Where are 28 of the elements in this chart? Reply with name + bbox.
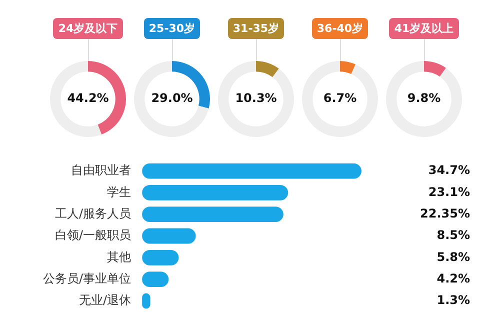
y-tick-label: 工人/服务人员 [54,206,132,220]
y-tick-label: 白领/一般职员 [54,228,132,242]
y-tick-label: 学生 [107,184,132,199]
y-tick-label: 公务员/事业单位 [42,271,132,286]
data-label: 6.7% [323,91,357,106]
y-tick-label: 其他 [107,250,132,264]
chart-title: 25-30岁 [144,18,200,39]
bar [142,184,288,200]
data-label: 5.8% [436,250,470,264]
y-tick-label: 自由职业者 [71,163,132,178]
data-label: 1.3% [436,293,470,308]
data-label: 9.8% [407,91,441,106]
chart-title: 41岁及以上 [389,18,459,39]
chart-title: 36-40岁 [312,18,368,39]
data-label: 22.35% [420,206,470,220]
data-label: 29.0% [151,91,193,106]
data-label: 8.5% [436,228,470,242]
chart-title: 31-35岁 [228,18,284,39]
y-tick-label: 无业/退休 [78,293,132,308]
data-label: 10.3% [235,91,277,106]
chart-title: 24岁及以下 [53,18,123,39]
data-label: 23.1% [428,184,470,199]
bar [142,163,362,179]
bar [142,206,284,222]
data-label: 44.2% [67,91,109,106]
bar [142,228,196,244]
data-label: 34.7% [428,163,470,178]
data-label: 4.2% [436,271,470,286]
